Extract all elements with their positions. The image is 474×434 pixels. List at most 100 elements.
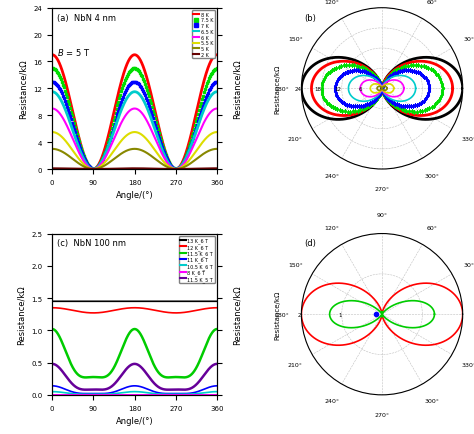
7.5 K (72, 125, 78, 130)
7.5 K (131, 66, 137, 72)
Line: 5.5 K: 5.5 K (52, 133, 217, 170)
7 K (157, 139, 163, 145)
5 K (179, 166, 185, 171)
5.5 K (214, 130, 220, 135)
6 K (125, 110, 131, 115)
5.5 K (91, 167, 96, 172)
Text: Resistance/kΩ: Resistance/kΩ (274, 290, 280, 339)
7 K (134, 80, 139, 85)
7 K (72, 131, 78, 136)
2 K (58, 166, 64, 171)
Text: 12: 12 (335, 87, 342, 92)
7 K (71, 127, 77, 132)
X-axis label: Angle/(°): Angle/(°) (116, 191, 154, 200)
5.5 K (49, 130, 55, 135)
Line: 6 K: 6 K (52, 109, 217, 170)
8 K (125, 60, 131, 65)
5.5 K (129, 130, 135, 135)
5 K (129, 147, 135, 152)
2 K (129, 166, 135, 171)
2 K (91, 167, 96, 172)
5 K (214, 147, 220, 152)
7.5 K (214, 66, 219, 72)
Text: (a)  NbN 4 nm: (a) NbN 4 nm (57, 13, 116, 23)
Line: 7.5 K: 7.5 K (51, 68, 218, 171)
2 K (179, 167, 185, 172)
7.5 K (173, 167, 179, 172)
7.5 K (134, 67, 139, 72)
Line: 8 K: 8 K (52, 56, 217, 170)
6 K (49, 107, 55, 112)
5 K (49, 147, 55, 152)
6.5 K (210, 92, 215, 98)
8 K (210, 57, 215, 62)
7 K (49, 80, 55, 85)
7 K (214, 80, 219, 85)
6.5 K (210, 92, 215, 98)
Text: (d): (d) (305, 239, 317, 248)
6.5 K (129, 90, 135, 95)
2 K (214, 166, 220, 171)
Text: (c)  NbN 100 nm: (c) NbN 100 nm (57, 239, 126, 248)
5 K (91, 167, 96, 172)
6.5 K (214, 90, 220, 95)
6 K (179, 164, 185, 169)
Legend: 8 K, 7.5 K, 7 K, 6.5 K, 6 K, 5.5 K, 5 K, 2 K: 8 K, 7.5 K, 7 K, 6.5 K, 6 K, 5.5 K, 5 K,… (192, 11, 215, 59)
8 K (58, 64, 64, 69)
X-axis label: Angle/(°): Angle/(°) (116, 416, 154, 425)
6 K (214, 107, 220, 112)
5 K (58, 149, 64, 154)
Line: 6.5 K: 6.5 K (52, 92, 217, 170)
8 K (179, 161, 185, 166)
2 K (210, 166, 215, 171)
5 K (210, 148, 215, 153)
Legend: 13 K_6 T, 12 K_6 T, 11.5 K_6 T, 11 K_6 T, 10.5 K_6 T, 8 K_6 T, 11.5 K_5 T: 13 K_6 T, 12 K_6 T, 11.5 K_6 T, 11 K_6 T… (179, 237, 215, 283)
7 K (173, 167, 179, 172)
Text: 2: 2 (298, 312, 301, 317)
2 K (49, 166, 55, 171)
8 K (49, 53, 55, 58)
7.5 K (71, 121, 77, 126)
6 K (210, 108, 215, 114)
5.5 K (210, 132, 215, 137)
Line: 5 K: 5 K (52, 149, 217, 170)
Text: $B$ = 5 T: $B$ = 5 T (57, 47, 90, 58)
Line: 7 K: 7 K (51, 81, 218, 171)
Y-axis label: Resistance/kΩ: Resistance/kΩ (232, 285, 241, 344)
Y-axis label: Resistance/kΩ: Resistance/kΩ (232, 59, 241, 119)
Text: 18: 18 (315, 87, 321, 92)
Text: Resistance/kΩ: Resistance/kΩ (274, 65, 280, 114)
6.5 K (58, 98, 64, 103)
7 K (131, 80, 137, 85)
5.5 K (125, 132, 131, 138)
5 K (125, 148, 131, 153)
7 K (108, 135, 113, 140)
Text: (b): (b) (305, 13, 317, 23)
2 K (125, 166, 131, 171)
7.5 K (49, 66, 55, 72)
5.5 K (179, 165, 185, 170)
6.5 K (91, 167, 96, 172)
Text: 24: 24 (294, 87, 301, 92)
Y-axis label: Resistance/kΩ: Resistance/kΩ (17, 285, 26, 344)
6.5 K (49, 90, 55, 95)
6 K (58, 113, 64, 118)
Line: 2 K: 2 K (52, 169, 217, 170)
7.5 K (157, 135, 163, 140)
Text: 6: 6 (358, 87, 362, 92)
5.5 K (210, 132, 215, 137)
8 K (214, 53, 220, 58)
Y-axis label: Resistance/kΩ: Resistance/kΩ (19, 59, 28, 119)
8 K (129, 54, 135, 59)
7.5 K (108, 130, 113, 135)
5.5 K (58, 134, 64, 139)
6 K (210, 108, 215, 114)
6 K (129, 107, 135, 112)
8 K (210, 57, 215, 62)
6 K (91, 167, 96, 172)
6.5 K (179, 163, 185, 168)
Text: 1: 1 (338, 312, 342, 317)
2 K (210, 166, 215, 171)
5 K (210, 148, 215, 153)
6.5 K (125, 95, 131, 100)
